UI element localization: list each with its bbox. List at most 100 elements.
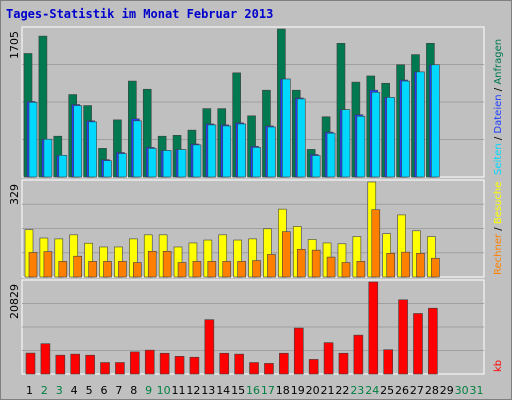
- x-tick-label: 20: [306, 384, 320, 397]
- bar: [70, 353, 81, 375]
- legend-separator: /: [493, 224, 504, 234]
- legend-entry: kb: [493, 360, 504, 372]
- bar: [133, 262, 142, 278]
- x-tick-label: 10: [157, 384, 171, 397]
- bar: [296, 248, 306, 278]
- bar: [237, 261, 246, 278]
- bar: [416, 71, 425, 178]
- bar: [25, 352, 36, 375]
- x-tick-label: 18: [276, 384, 290, 397]
- bar: [192, 144, 202, 178]
- bar: [28, 102, 38, 178]
- x-tick-label: 8: [130, 384, 137, 397]
- bar: [147, 251, 157, 278]
- x-tick-label: 21: [321, 384, 335, 397]
- bar: [249, 362, 259, 375]
- bar: [147, 148, 157, 178]
- bar: [252, 147, 261, 178]
- bar: [118, 261, 127, 278]
- x-tick-label: 5: [86, 384, 93, 397]
- bar: [28, 252, 38, 278]
- bar: [371, 91, 381, 178]
- bar: [398, 299, 408, 375]
- bar: [252, 260, 261, 278]
- bar: [338, 352, 349, 375]
- bar: [40, 343, 51, 375]
- bar: [431, 257, 440, 278]
- y-tick-label: 329: [8, 184, 21, 205]
- legend-entry: Rechner: [493, 233, 504, 275]
- legend: Rechner / Besuche: [493, 182, 504, 275]
- x-tick-label: 25: [380, 384, 394, 397]
- x-tick-label: 12: [186, 384, 200, 397]
- bar: [311, 249, 321, 278]
- bar: [401, 251, 410, 278]
- bar: [174, 356, 185, 375]
- bar: [431, 64, 440, 178]
- x-tick-label: 1: [26, 384, 33, 397]
- x-tick-label: 16: [246, 384, 260, 397]
- x-tick-label: 15: [231, 384, 245, 397]
- bar: [237, 123, 246, 178]
- bar: [130, 351, 140, 375]
- bar: [207, 261, 217, 278]
- bar: [428, 307, 438, 375]
- x-tick-label: 13: [201, 384, 215, 397]
- bar: [222, 261, 232, 278]
- bar: [326, 256, 336, 278]
- bar: [159, 352, 170, 375]
- x-tick-label: 3: [56, 384, 63, 397]
- x-tick-label: 19: [291, 384, 305, 397]
- bar: [219, 352, 230, 375]
- bar: [267, 254, 276, 278]
- legend-entry: Anfragen: [493, 39, 504, 85]
- bar: [133, 120, 142, 178]
- legend-separator: /: [493, 85, 504, 95]
- bar: [234, 353, 244, 375]
- bar: [88, 261, 97, 278]
- bar: [326, 132, 336, 178]
- x-tick-label: 6: [100, 384, 107, 397]
- x-tick-label: 7: [115, 384, 122, 397]
- bar: [55, 354, 66, 375]
- bar: [88, 121, 97, 178]
- bar: [103, 261, 112, 278]
- bar: [43, 138, 53, 178]
- bar: [192, 261, 202, 278]
- x-tick-label: 14: [216, 384, 230, 397]
- y-tick-label: 20829: [8, 284, 21, 319]
- bar: [282, 231, 291, 278]
- x-tick-label: 11: [171, 384, 185, 397]
- chart-title: Tages-Statistik im Monat Februar 2013: [6, 7, 273, 21]
- x-tick-label: 28: [425, 384, 439, 397]
- bar: [73, 255, 83, 278]
- bar: [356, 115, 366, 178]
- x-tick-label: 29: [440, 384, 454, 397]
- legend-separator: /: [493, 134, 504, 144]
- x-tick-label: 30: [455, 384, 469, 397]
- x-tick-label: 9: [145, 384, 152, 397]
- bar: [341, 262, 351, 278]
- x-tick-label: 22: [335, 384, 349, 397]
- bar: [162, 150, 172, 178]
- bar: [311, 155, 321, 178]
- legend: kb: [493, 360, 504, 372]
- bar: [341, 109, 351, 178]
- x-tick-label: 2: [41, 384, 48, 397]
- bar: [222, 125, 232, 178]
- bar: [264, 363, 274, 375]
- bar: [85, 354, 95, 375]
- bar: [383, 349, 393, 375]
- x-tick-label: 17: [261, 384, 275, 397]
- bar: [282, 78, 291, 178]
- bar: [118, 153, 127, 178]
- x-tick-label: 31: [470, 384, 484, 397]
- x-tick-label: 27: [410, 384, 424, 397]
- bar: [296, 98, 306, 178]
- bar: [73, 105, 83, 178]
- bar: [401, 80, 410, 178]
- legend-entry: Seiten: [493, 143, 504, 175]
- bar: [353, 334, 364, 375]
- bar: [100, 362, 110, 375]
